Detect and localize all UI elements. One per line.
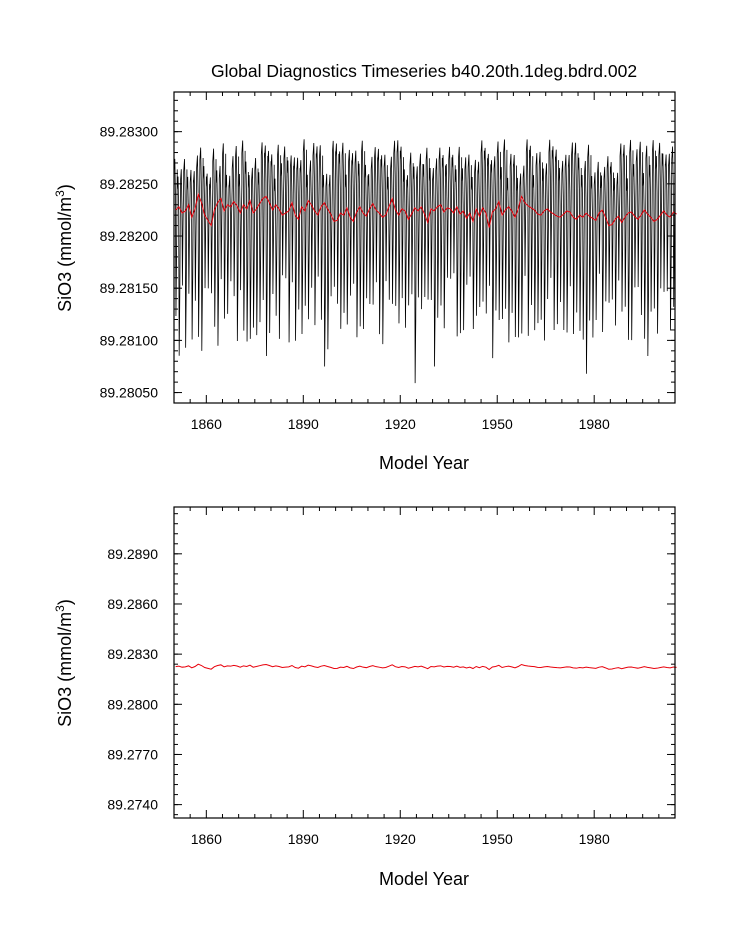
- bottom-y-axis-title-close: ): [55, 599, 75, 605]
- annual-mean-series-line: [175, 192, 677, 228]
- top-x-tick-label: 1860: [191, 416, 222, 432]
- bottom-plot-frame: [173, 506, 676, 819]
- top-ticks: [174, 92, 675, 404]
- top-x-axis-title: Model Year: [379, 453, 469, 473]
- top-x-tick-label: 1980: [579, 416, 610, 432]
- bottom-x-tick-label: 1980: [579, 831, 610, 847]
- top-x-tick-label: 1950: [482, 416, 513, 432]
- bottom-x-tick-label: 1950: [482, 831, 513, 847]
- top-plot-series: [173, 139, 677, 384]
- bottom-x-tick-label: 1920: [385, 831, 416, 847]
- bottom-plot-series: [175, 663, 677, 671]
- bottom-panel: 1860 1890 1920 1950 1980 89.2740 89.2770…: [53, 506, 677, 889]
- bottom-y-axis-title-main: SiO3 (mmol/m: [55, 612, 75, 727]
- bottom-y-tick-label: 89.2800: [107, 696, 158, 712]
- bottom-ticks: [174, 507, 675, 818]
- monthly-series-line: [173, 139, 676, 384]
- bottom-y-tick-label: 89.2860: [107, 596, 158, 612]
- top-y-tick-label: 89.28250: [100, 176, 159, 192]
- top-y-axis-title: SiO3 (mmol/m3): [53, 184, 75, 312]
- bottom-x-tick-label: 1860: [191, 831, 222, 847]
- bottom-y-tick-label: 89.2890: [107, 546, 158, 562]
- top-y-axis-title-sup: 3: [53, 190, 67, 197]
- bottom-x-tick-label: 1890: [288, 831, 319, 847]
- bottom-y-axis-title-sup: 3: [53, 605, 67, 612]
- top-tick-labels: 1860 1890 1920 1950 1980 89.28050 89.281…: [100, 124, 610, 432]
- top-x-tick-label: 1890: [288, 416, 319, 432]
- top-y-tick-label: 89.28200: [100, 228, 159, 244]
- annual-mean-series-line: [175, 663, 677, 671]
- bottom-y-axis-title: SiO3 (mmol/m3): [53, 599, 75, 727]
- top-y-tick-label: 89.28300: [100, 124, 159, 140]
- bottom-y-tick-label: 89.2740: [107, 797, 158, 813]
- bottom-y-tick-label: 89.2830: [107, 646, 158, 662]
- bottom-y-tick-label: 89.2770: [107, 746, 158, 762]
- top-plot-frame: [173, 91, 676, 404]
- top-y-axis-title-main: SiO3 (mmol/m: [55, 197, 75, 312]
- top-y-tick-label: 89.28050: [100, 385, 159, 401]
- top-y-tick-label: 89.28100: [100, 332, 159, 348]
- top-y-tick-label: 89.28150: [100, 280, 159, 296]
- top-panel: 1860 1890 1920 1950 1980 89.28050 89.281…: [53, 91, 677, 473]
- top-y-axis-title-close: ): [55, 184, 75, 190]
- bottom-tick-labels: 1860 1890 1920 1950 1980 89.2740 89.2770…: [107, 546, 610, 847]
- top-x-tick-label: 1920: [385, 416, 416, 432]
- chart-title: Global Diagnostics Timeseries b40.20th.1…: [211, 61, 637, 81]
- bottom-x-axis-title: Model Year: [379, 869, 469, 889]
